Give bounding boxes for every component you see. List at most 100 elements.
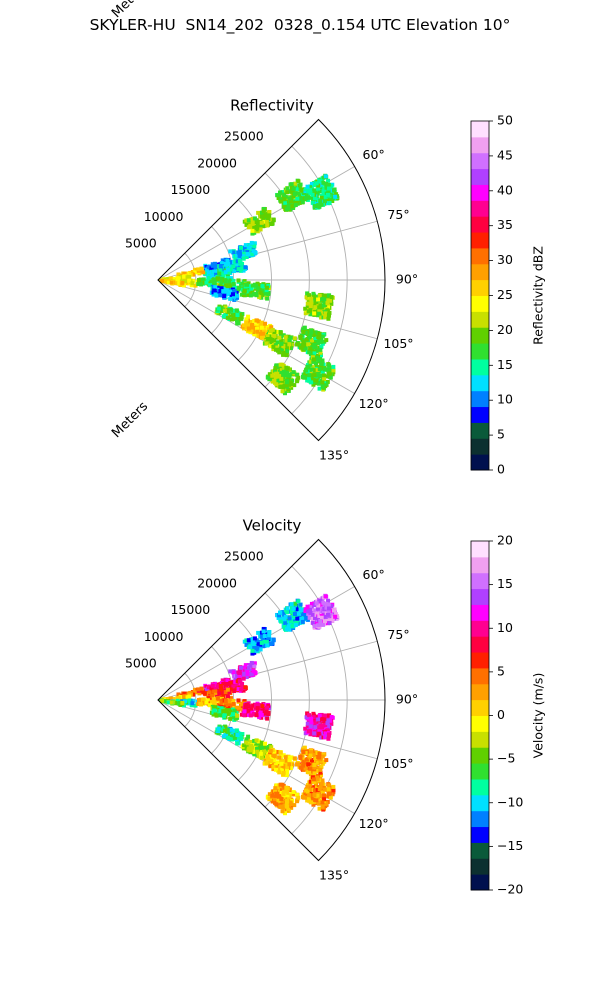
echo-gate xyxy=(235,313,240,318)
colorbar-segment xyxy=(471,588,489,605)
echo-gate xyxy=(262,333,267,338)
echo-gate xyxy=(316,801,321,806)
echo-gate xyxy=(265,754,270,759)
echo-gate xyxy=(267,209,272,214)
echo-gate xyxy=(290,624,295,629)
echo-gate xyxy=(192,270,197,275)
colorbar-segment xyxy=(471,232,489,249)
echo-gate xyxy=(232,284,237,289)
echo-gate xyxy=(228,249,233,254)
echo-gate xyxy=(277,193,282,198)
echo-gate xyxy=(252,216,257,221)
echo-gate xyxy=(256,742,261,747)
echo-gate xyxy=(237,250,242,255)
echo-gate xyxy=(248,224,253,229)
echo-gate xyxy=(324,338,329,343)
echo-gate xyxy=(255,225,260,230)
echo-gate xyxy=(281,770,286,775)
echo-gate xyxy=(279,344,284,349)
echo-gate xyxy=(246,218,251,223)
echo-gate xyxy=(327,783,332,788)
echo-gate xyxy=(173,281,178,286)
echo-gate xyxy=(209,266,214,271)
echo-gate xyxy=(311,359,316,364)
echo-gate xyxy=(316,348,321,353)
echo-gate xyxy=(223,725,228,730)
echo-gate xyxy=(308,605,313,610)
echo-gate xyxy=(292,614,297,619)
echo-gate xyxy=(252,664,257,669)
echo-gate xyxy=(233,679,238,684)
echo-gate xyxy=(265,325,270,330)
echo-gate xyxy=(190,701,195,706)
echo-gate xyxy=(315,725,320,730)
echo-gate xyxy=(313,608,318,613)
echo-gate xyxy=(204,700,209,705)
echo-gate xyxy=(239,701,244,706)
echo-gate xyxy=(210,689,215,694)
echo-gate xyxy=(317,189,322,194)
echo-gate xyxy=(253,706,258,711)
echo-gate xyxy=(207,695,212,700)
echo-gate xyxy=(259,640,264,645)
echo-gate xyxy=(249,748,254,753)
echo-gate xyxy=(279,199,284,204)
echo-gate xyxy=(284,803,289,808)
echo-gate xyxy=(266,710,271,715)
echo-gate xyxy=(287,373,292,378)
echo-gate xyxy=(325,612,330,617)
echo-gate xyxy=(294,607,299,612)
echo-gate xyxy=(310,615,315,620)
colorbar-tick-label: −15 xyxy=(497,838,523,853)
echo-gate xyxy=(251,249,256,254)
colorbar-segment xyxy=(471,842,489,859)
echo-gate xyxy=(255,749,260,754)
echo-gate xyxy=(175,278,180,283)
echo-gate xyxy=(201,270,206,275)
echo-gate xyxy=(207,703,212,708)
echo-gate xyxy=(330,196,335,201)
echo-gate xyxy=(314,181,319,186)
echo-gate xyxy=(294,620,299,625)
echo-gate xyxy=(279,341,284,346)
echo-gate xyxy=(273,797,278,802)
echo-gate xyxy=(180,280,185,285)
echo-gate xyxy=(218,263,223,268)
echo-gate xyxy=(224,313,229,318)
colorbar-segment xyxy=(471,620,489,637)
echo-gate xyxy=(278,750,283,755)
echo-gate xyxy=(315,793,320,798)
echo-gate xyxy=(207,283,212,288)
echo-gate xyxy=(317,335,322,340)
echo-gate xyxy=(235,741,240,746)
echo-gate xyxy=(292,383,297,388)
echo-gate xyxy=(227,270,232,275)
echo-gate xyxy=(253,250,258,255)
echo-gate xyxy=(192,690,197,695)
colorbar-segment xyxy=(471,454,489,471)
echo-gate xyxy=(326,182,331,187)
echo-gate xyxy=(244,255,249,260)
echo-gate xyxy=(237,253,242,258)
echo-gate xyxy=(219,280,224,285)
echo-gate xyxy=(218,293,223,298)
echo-gate xyxy=(267,372,272,377)
echo-gate xyxy=(266,635,271,640)
echo-gate xyxy=(261,219,266,224)
echo-gate xyxy=(267,213,272,218)
echo-gate xyxy=(274,765,279,770)
echo-gate xyxy=(221,289,226,294)
echo-gate xyxy=(307,787,312,792)
echo-gate xyxy=(314,798,319,803)
echo-gate xyxy=(220,678,225,683)
echo-gate xyxy=(265,716,270,721)
echo-gate xyxy=(279,376,284,381)
echo-gate xyxy=(304,715,309,720)
echo-gate xyxy=(268,642,273,647)
echo-gate xyxy=(276,195,281,200)
echo-gate xyxy=(309,300,314,305)
echo-gate xyxy=(323,713,328,718)
echo-gate xyxy=(229,727,234,732)
echo-gate xyxy=(297,763,302,768)
echo-gate xyxy=(196,282,201,287)
